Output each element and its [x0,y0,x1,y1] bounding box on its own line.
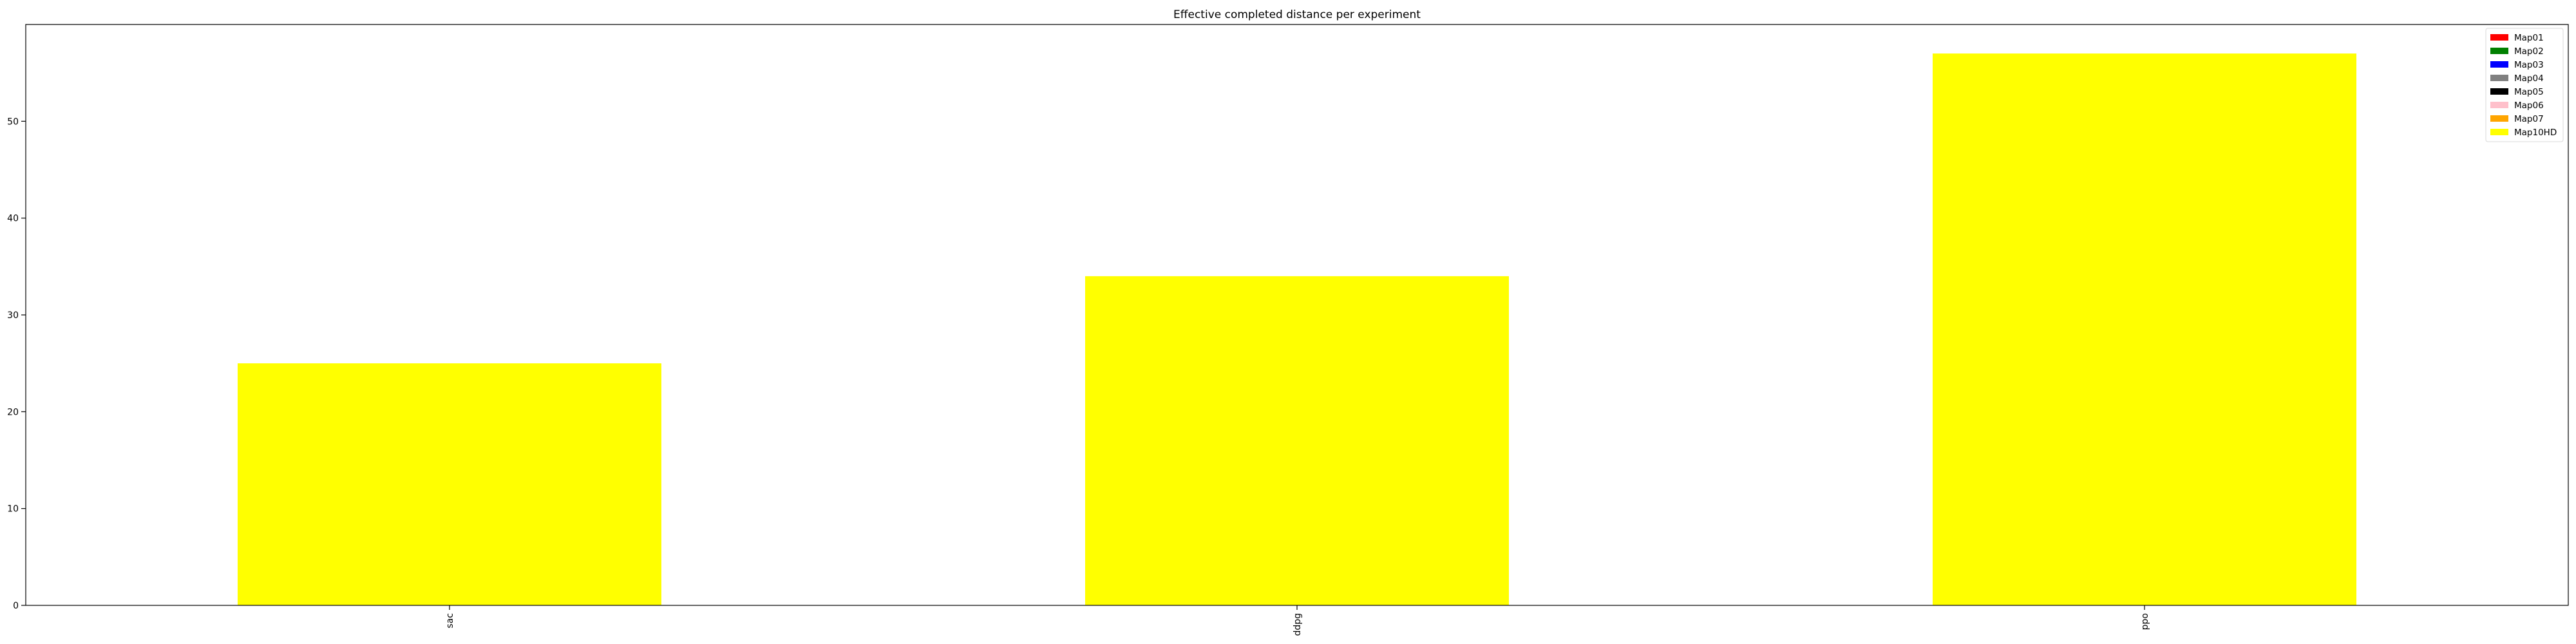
y-tick-label: 0 [13,601,19,611]
legend-swatch-map10hd [2490,129,2508,135]
y-axis: 0 10 20 30 40 50 [7,117,26,611]
plot-frame [25,24,2569,606]
legend-swatch-map03 [2490,61,2508,68]
legend-swatch-map07 [2490,115,2508,122]
y-tick-label: 20 [7,407,19,417]
y-tick-label: 50 [7,117,19,127]
legend-label-map04: Map04 [2514,73,2544,84]
legend: Map01 Map02 Map03 Map04 Map05 Map06 Map07 Map10… [2485,28,2564,142]
y-tick-label: 30 [7,310,19,321]
legend-swatch-map01 [2490,34,2508,41]
legend-frame [2485,28,2564,142]
y-tick-label: 10 [7,504,19,515]
legend-swatch-map04 [2490,75,2508,81]
x-tick-label: ppo [2140,613,2150,630]
legend-swatch-map05 [2490,88,2508,95]
bar-ppo-map10hd [1933,53,2356,606]
legend-swatch-map02 [2490,48,2508,54]
legend-label-map05: Map05 [2514,87,2544,97]
legend-label-map02: Map02 [2514,46,2544,57]
chart-title: Effective completed distance per experim… [1173,8,1421,21]
legend-label-map10hd: Map10HD [2514,128,2557,138]
legend-label-map03: Map03 [2514,60,2544,70]
legend-label-map01: Map01 [2514,33,2544,43]
legend-swatch-map06 [2490,102,2508,108]
x-tick-label: sac [445,613,455,629]
legend-label-map07: Map07 [2514,114,2544,124]
x-tick-label: ddpg [1293,613,1303,636]
bar-ddpg-map10hd [1085,276,1509,605]
bar-sac-map10hd [238,363,661,605]
x-axis: sac ddpg ppo [445,605,2150,636]
bars-layer [238,53,2356,606]
legend-label-map06: Map06 [2514,100,2544,111]
y-tick-label: 40 [7,214,19,224]
